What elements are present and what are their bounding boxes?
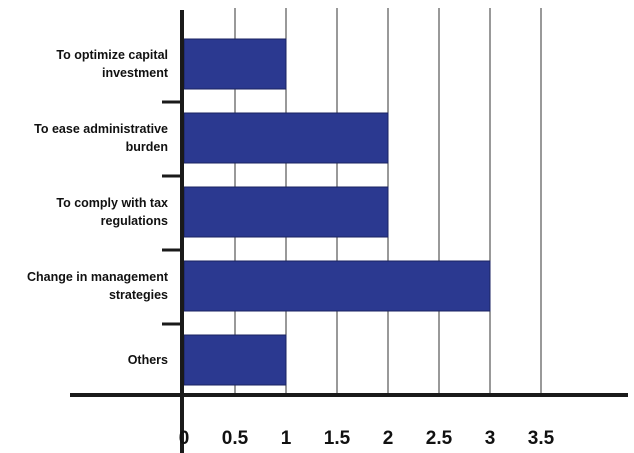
- x-tick-label: 2: [383, 428, 394, 449]
- bars: [183, 38, 491, 386]
- x-tick-label: 1: [281, 428, 292, 449]
- category-label: To comply with tax: [56, 196, 168, 210]
- x-tick-label: 0.5: [222, 428, 249, 449]
- x-tick-label: 2.5: [426, 428, 453, 449]
- category-label: Change in management: [27, 270, 169, 284]
- category-label: regulations: [101, 214, 168, 228]
- x-tick-label: 3.5: [528, 428, 555, 449]
- bar: [183, 334, 287, 386]
- category-label: investment: [102, 66, 169, 80]
- x-tick-label: 3: [485, 428, 496, 449]
- x-tick-labels: 0 0.5 1 1.5 2 2.5 3 3.5: [179, 428, 555, 449]
- category-label: To ease administrative: [34, 122, 168, 136]
- bar: [183, 112, 389, 164]
- bar: [183, 260, 491, 312]
- bar: [183, 186, 389, 238]
- category-labels: To optimize capital investment To ease adm…: [27, 48, 169, 367]
- category-label: Others: [128, 353, 168, 367]
- category-label: To optimize capital: [56, 48, 168, 62]
- bar: [183, 38, 287, 90]
- x-tick-label: 0: [179, 428, 190, 449]
- category-label: burden: [126, 140, 168, 154]
- category-label: strategies: [109, 288, 168, 302]
- x-tick-label: 1.5: [324, 428, 351, 449]
- axes: [70, 10, 628, 453]
